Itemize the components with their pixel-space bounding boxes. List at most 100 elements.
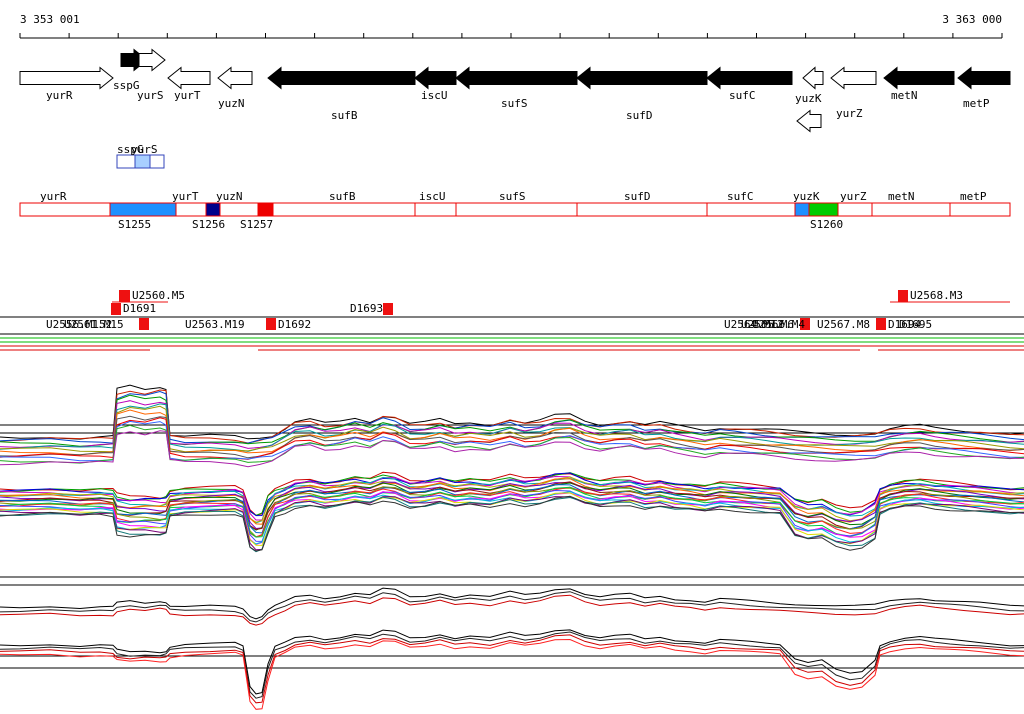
probe-label-D1694: D1694 bbox=[888, 318, 921, 331]
probe-box[interactable] bbox=[111, 303, 121, 315]
probe-box[interactable] bbox=[139, 318, 149, 330]
segment-gene-label-yuzN: yuzN bbox=[216, 190, 243, 203]
segment-yurT[interactable] bbox=[175, 202, 207, 217]
gene-label-sufB: sufB bbox=[331, 109, 358, 122]
probe-box[interactable] bbox=[800, 318, 810, 330]
probe-box[interactable] bbox=[898, 290, 908, 302]
gene-arrow-yurS[interactable] bbox=[138, 48, 166, 72]
expression-trace bbox=[0, 482, 1024, 531]
operon-cell[interactable] bbox=[134, 154, 151, 169]
gene-label-sspG: sspG bbox=[113, 79, 140, 92]
segment-id-label-S1257: S1257 bbox=[240, 218, 273, 231]
segment-gene-label-yuzK: yuzK bbox=[793, 190, 820, 203]
gene-label-sufS: sufS bbox=[501, 97, 528, 110]
expression-trace bbox=[0, 587, 1024, 620]
segment-iscU[interactable] bbox=[414, 202, 457, 217]
gene-label-yurR: yurR bbox=[46, 89, 73, 102]
segment-gene-label-yurT: yurT bbox=[172, 190, 199, 203]
gene-arrow-sufD[interactable] bbox=[576, 66, 708, 90]
expression-trace bbox=[0, 472, 1024, 516]
gene-arrow-metN[interactable] bbox=[883, 66, 955, 90]
probe-box[interactable] bbox=[266, 318, 276, 330]
probe-label-D1695: D1695 bbox=[899, 318, 932, 331]
expression-trace bbox=[0, 638, 1024, 710]
gene-arrow-sufC[interactable] bbox=[706, 66, 793, 90]
segment-gene-label-yurR: yurR bbox=[40, 190, 67, 203]
gene-arrow-yurZ[interactable] bbox=[830, 66, 877, 90]
probe-box[interactable] bbox=[876, 318, 886, 330]
expression-trace bbox=[0, 629, 1024, 695]
gene-arrow-yuzN[interactable] bbox=[217, 66, 253, 90]
segment-gene-label-metP: metP bbox=[960, 190, 987, 203]
probe-box[interactable] bbox=[383, 303, 393, 315]
gene-arrow-yurR[interactable] bbox=[19, 66, 114, 90]
expression-trace bbox=[0, 476, 1024, 524]
gene-label-sufC: sufC bbox=[729, 89, 756, 102]
gene-arrow-metP[interactable] bbox=[957, 66, 1011, 90]
operon-label-sspG: sspG bbox=[117, 143, 144, 156]
segment-yuzN[interactable] bbox=[219, 202, 259, 217]
expression-trace bbox=[0, 481, 1024, 530]
segment-sufB[interactable] bbox=[272, 202, 416, 217]
expression-trace bbox=[0, 491, 1024, 545]
expression-trace bbox=[0, 390, 1024, 444]
expression-trace bbox=[0, 476, 1024, 523]
segment-metN[interactable] bbox=[871, 202, 951, 217]
gene-arrow-iscU[interactable] bbox=[414, 66, 457, 90]
segment-S1255[interactable] bbox=[109, 202, 177, 217]
expression-trace bbox=[0, 495, 1024, 552]
segment-S1260[interactable] bbox=[808, 202, 839, 217]
segment-S1256[interactable] bbox=[205, 202, 221, 217]
segment-gene-label-sufC: sufC bbox=[727, 190, 754, 203]
gene-arrow-unlabeled[interactable] bbox=[796, 109, 822, 133]
gene-label-yuzK: yuzK bbox=[795, 92, 822, 105]
ruler-start-coordinate: 3 353 001 bbox=[20, 13, 80, 26]
probe-label-U2565.M6: U2565.M6 bbox=[741, 318, 794, 331]
expression-trace bbox=[0, 634, 1024, 704]
expression-trace bbox=[0, 430, 1024, 468]
segment-sufS[interactable] bbox=[455, 202, 578, 217]
segment-sufD[interactable] bbox=[576, 202, 708, 217]
gene-arrow-yurT[interactable] bbox=[167, 66, 211, 90]
gene-label-yurT: yurT bbox=[174, 89, 201, 102]
expression-trace bbox=[0, 417, 1024, 460]
operon-cell[interactable] bbox=[149, 154, 165, 169]
gene-arrow-sufS[interactable] bbox=[455, 66, 578, 90]
gene-label-sufD: sufD bbox=[626, 109, 653, 122]
segment-gene-label-sufD: sufD bbox=[624, 190, 651, 203]
gene-label-metN: metN bbox=[891, 89, 918, 102]
expression-trace bbox=[0, 496, 1024, 553]
operon-cell[interactable] bbox=[116, 154, 136, 169]
segment-id-label-S1255: S1255 bbox=[118, 218, 151, 231]
segment-sufC[interactable] bbox=[706, 202, 796, 217]
probe-label-U2561.M15: U2561.M15 bbox=[64, 318, 124, 331]
probe-label-U2566.M4: U2566.M4 bbox=[752, 318, 805, 331]
probe-label-D1691: D1691 bbox=[123, 302, 156, 315]
gene-arrow-yuzK[interactable] bbox=[802, 66, 824, 90]
gene-arrow-sufB[interactable] bbox=[267, 66, 416, 90]
segment-yuzK[interactable] bbox=[794, 202, 810, 217]
probe-label-U2563.M19: U2563.M19 bbox=[185, 318, 245, 331]
gene-label-iscU: iscU bbox=[421, 89, 448, 102]
expression-trace bbox=[0, 486, 1024, 538]
probe-label-U2560.M5: U2560.M5 bbox=[132, 289, 185, 302]
expression-trace bbox=[0, 591, 1024, 623]
probe-box[interactable] bbox=[119, 290, 130, 302]
gene-label-yuzN: yuzN bbox=[218, 97, 245, 110]
segment-gene-label-sufB: sufB bbox=[329, 190, 356, 203]
segment-yurZ[interactable] bbox=[837, 202, 873, 217]
probe-label-U2567.M8: U2567.M8 bbox=[817, 318, 870, 331]
expression-trace bbox=[0, 491, 1024, 545]
segment-gene-label-yurZ: yurZ bbox=[840, 190, 867, 203]
segment-gene-label-sufS: sufS bbox=[499, 190, 526, 203]
segment-metP[interactable] bbox=[949, 202, 1011, 217]
segment-gene-label-iscU: iscU bbox=[419, 190, 446, 203]
segment-S1257[interactable] bbox=[257, 202, 274, 217]
segment-yurR[interactable] bbox=[19, 202, 111, 217]
probe-label-U2564.M12: U2564.M12 bbox=[724, 318, 784, 331]
segment-id-label-S1256: S1256 bbox=[192, 218, 225, 231]
expression-trace bbox=[0, 594, 1024, 626]
expression-trace bbox=[0, 631, 1024, 699]
